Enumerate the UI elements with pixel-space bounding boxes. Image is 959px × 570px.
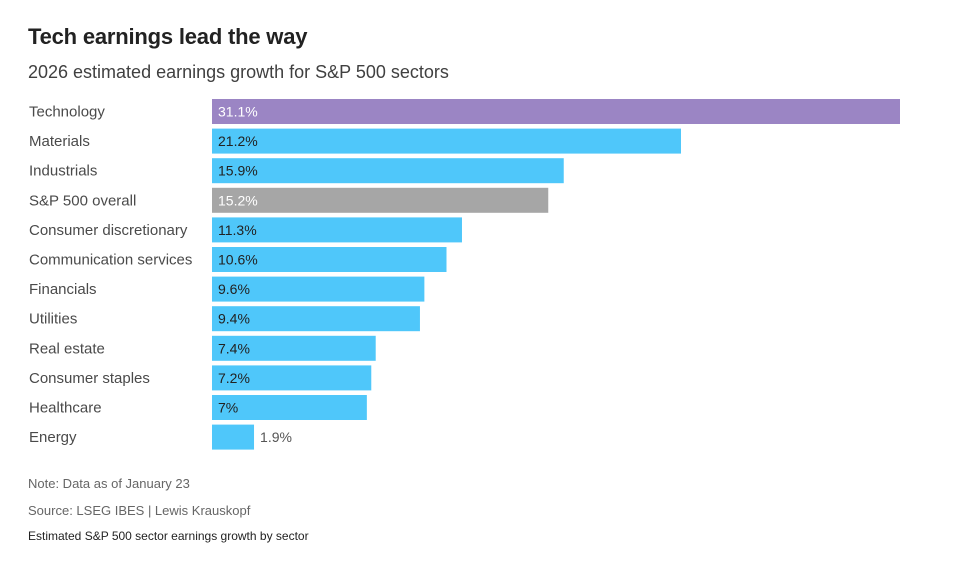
value-label-materials: 21.2% (218, 133, 258, 149)
category-label-consumer-staples: Consumer staples (29, 370, 150, 387)
chart-caption: Estimated S&P 500 sector earnings growth… (28, 529, 309, 543)
bar-consumer-staples (212, 365, 372, 391)
chart-subtitle: 2026 estimated earnings growth for S&P 5… (28, 62, 449, 82)
bar-healthcare (212, 395, 367, 420)
bar-financials (212, 276, 425, 302)
bar-industrials (212, 158, 564, 184)
chart-source: Source: LSEG IBES | Lewis Krauskopf (28, 503, 251, 518)
category-label-utilities: Utilities (29, 311, 77, 328)
category-label-materials: Materials (29, 133, 90, 150)
category-label-industrials: Industrials (29, 163, 97, 180)
value-label-real-estate: 7.4% (218, 340, 250, 356)
value-label-healthcare: 7% (218, 400, 238, 416)
value-label-industrials: 15.9% (218, 163, 258, 179)
value-label-utilities: 9.4% (218, 311, 250, 327)
category-label-technology: Technology (29, 104, 105, 121)
value-label-technology: 31.1% (218, 104, 258, 120)
category-label-sandp-500-overall: S&P 500 overall (29, 192, 136, 209)
category-label-energy: Energy (29, 429, 77, 446)
bar-real-estate (212, 335, 376, 361)
category-label-healthcare: Healthcare (29, 400, 102, 417)
bar-technology (212, 99, 900, 124)
bar-chart: Technology 31.1% Materials 21.2% Industrials… (29, 99, 900, 450)
bar-sandp-500-overall (212, 187, 549, 213)
value-label-energy: 1.9% (260, 429, 292, 445)
bar-consumer-discretionary (212, 217, 462, 243)
chart-title: Tech earnings lead the way (28, 24, 308, 49)
value-label-consumer-discretionary: 11.3% (218, 222, 257, 238)
value-label-sandp-500-overall: 15.2% (218, 192, 258, 208)
chart-note: Note: Data as of January 23 (28, 476, 190, 491)
bar-utilities (212, 306, 420, 332)
category-label-consumer-discretionary: Consumer discretionary (29, 222, 188, 239)
category-label-communication-services: Communication services (29, 252, 192, 269)
category-label-financials: Financials (29, 281, 97, 298)
value-label-consumer-staples: 7.2% (218, 370, 250, 386)
value-label-communication-services: 10.6% (218, 252, 258, 268)
bar-materials (212, 128, 681, 154)
bar-energy (212, 424, 255, 450)
category-label-real-estate: Real estate (29, 340, 105, 357)
bar-communication-services (212, 247, 447, 272)
value-label-financials: 9.6% (218, 281, 250, 297)
